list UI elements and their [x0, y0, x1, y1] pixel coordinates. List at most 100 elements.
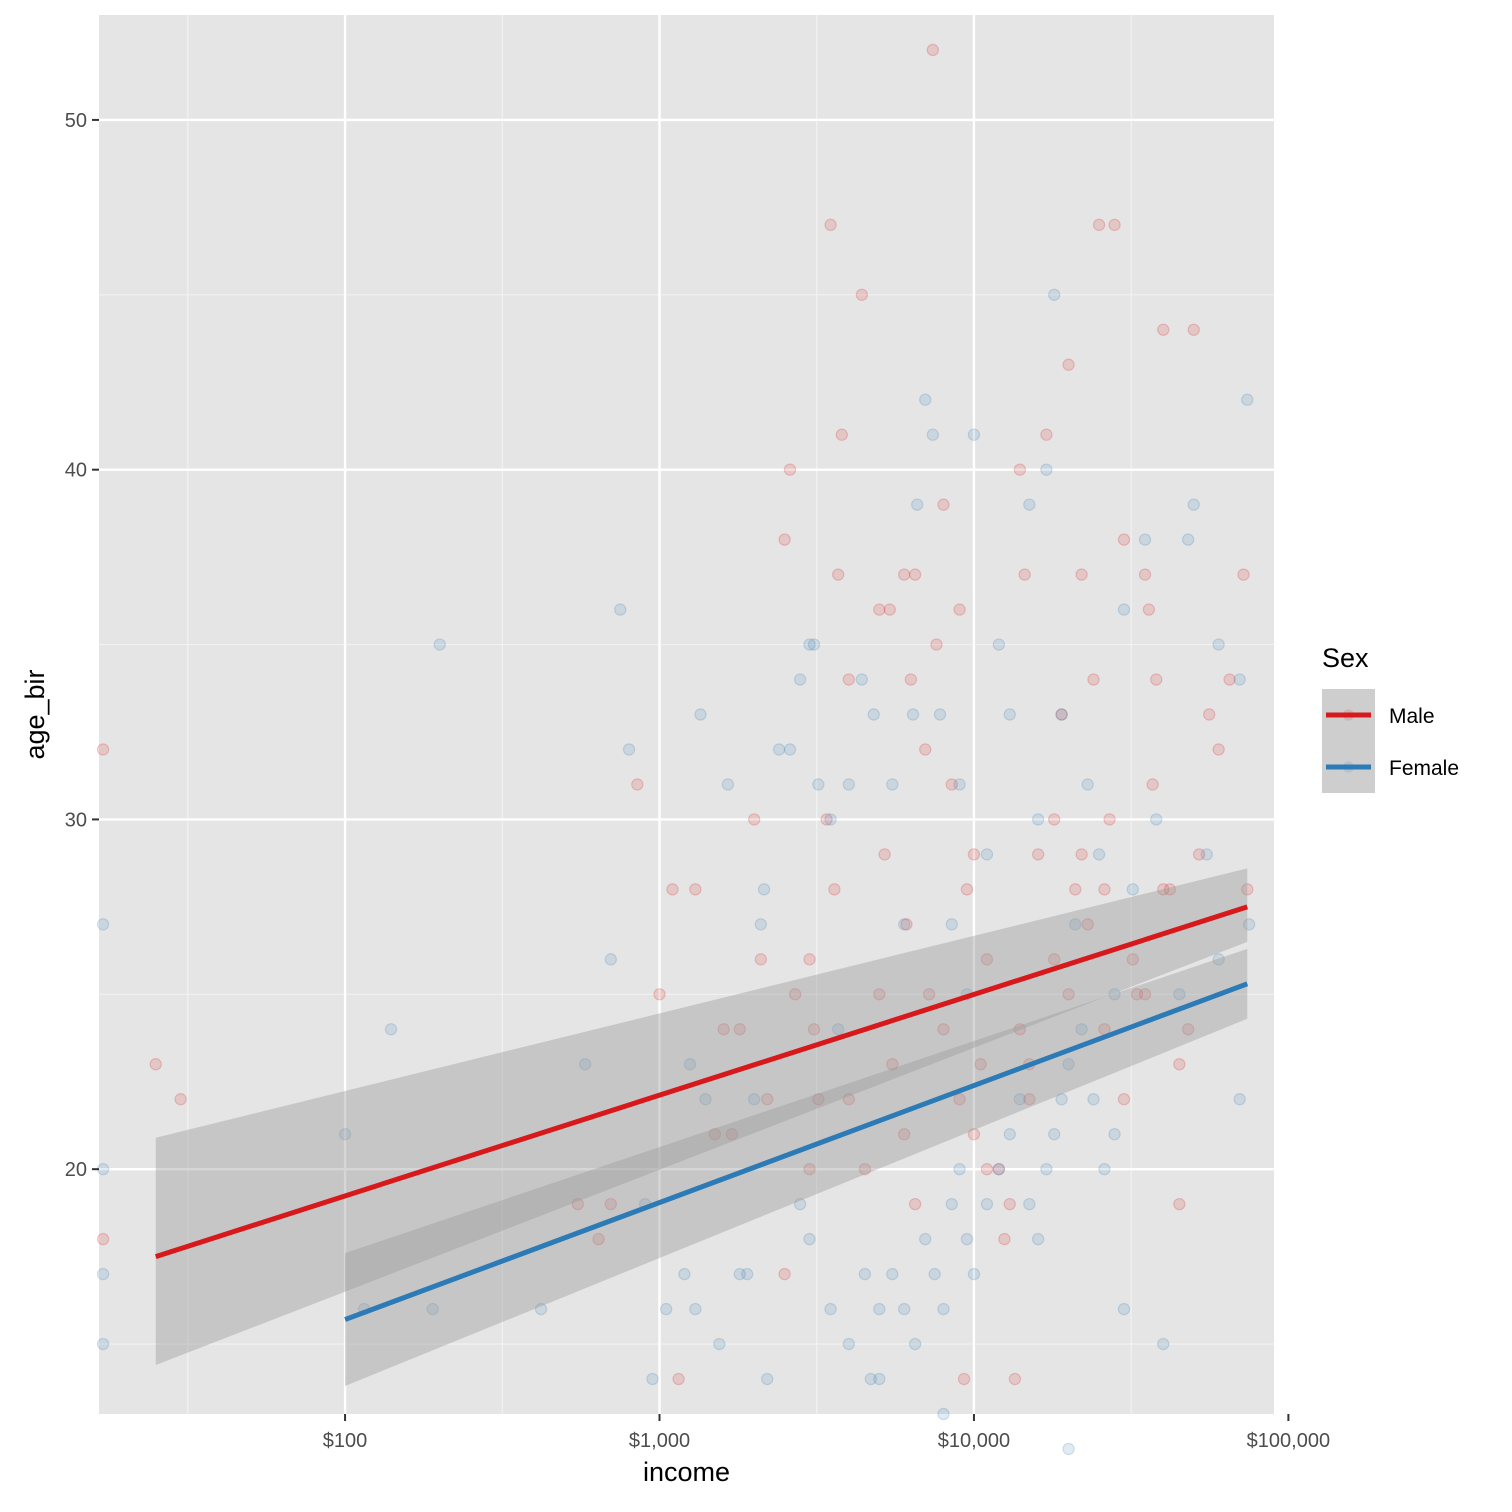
- point-female: [659, 1302, 673, 1316]
- point-female: [867, 708, 880, 721]
- point-male: [1173, 1058, 1186, 1071]
- point-female: [1069, 918, 1082, 931]
- point-female: [842, 778, 856, 791]
- point-male: [1212, 743, 1225, 756]
- point-female: [1242, 918, 1256, 931]
- point-female: [1003, 1127, 1016, 1141]
- point-female: [803, 638, 816, 651]
- point-female: [783, 743, 797, 756]
- point-female: [967, 1267, 981, 1281]
- point-male: [922, 988, 936, 1001]
- point-male: [908, 1197, 922, 1211]
- point-male: [953, 1093, 966, 1106]
- point-female: [1081, 778, 1094, 791]
- point-female: [1023, 1197, 1036, 1211]
- point-female: [689, 1302, 702, 1316]
- point-female: [1040, 463, 1053, 476]
- point-male: [926, 43, 940, 57]
- point-male: [930, 638, 943, 651]
- point-female: [622, 743, 636, 756]
- point-male: [883, 603, 896, 616]
- point-male: [960, 883, 974, 896]
- point-female: [911, 498, 924, 511]
- point-male: [1013, 1023, 1027, 1036]
- point-male: [1048, 813, 1061, 826]
- point-male: [1150, 673, 1163, 686]
- point-male: [803, 953, 816, 966]
- point-male: [1069, 883, 1082, 896]
- point-male: [1081, 918, 1094, 931]
- point-male: [1117, 533, 1131, 546]
- point-male: [980, 953, 994, 966]
- point-female: [1062, 1058, 1075, 1071]
- point-female: [1055, 708, 1068, 721]
- point-female: [1013, 1093, 1027, 1106]
- point-male: [992, 1162, 1006, 1176]
- grid-major: [99, 15, 1290, 1414]
- point-male: [1181, 1023, 1195, 1036]
- point-female: [831, 1023, 845, 1036]
- point-male: [760, 1093, 774, 1106]
- point-male: [873, 603, 886, 616]
- point-female: [614, 603, 627, 616]
- point-female: [855, 673, 869, 686]
- point-male: [812, 1093, 825, 1106]
- point-male: [1062, 988, 1075, 1001]
- point-female: [945, 1197, 958, 1211]
- point-female: [1200, 848, 1213, 861]
- point-male: [904, 673, 918, 686]
- point-female: [933, 708, 947, 721]
- point-female: [793, 1197, 807, 1211]
- point-female: [1048, 288, 1061, 301]
- point-male: [855, 288, 869, 301]
- point-female: [873, 1302, 886, 1316]
- point-female: [1126, 883, 1139, 896]
- point-male: [937, 1023, 950, 1036]
- point-female: [433, 638, 446, 651]
- point-male: [96, 743, 110, 756]
- point-male: [1163, 883, 1177, 896]
- point-male: [1138, 988, 1152, 1001]
- point-female: [1031, 1232, 1045, 1246]
- point-male: [828, 883, 841, 896]
- point-female: [858, 1267, 872, 1281]
- point-male: [778, 1267, 791, 1281]
- point-male: [631, 778, 644, 791]
- plot-panel: [99, 15, 1274, 1414]
- point-female: [960, 1232, 974, 1246]
- point-female: [1233, 1093, 1246, 1106]
- point-female: [604, 953, 617, 966]
- point-male: [1023, 1093, 1036, 1106]
- point-female: [1212, 953, 1225, 966]
- point-male: [1108, 218, 1121, 232]
- point-male: [878, 848, 891, 861]
- point-male: [1157, 323, 1170, 336]
- point-female: [96, 1267, 110, 1281]
- point-female: [1031, 813, 1045, 826]
- y-tick-label: 30: [65, 809, 87, 831]
- point-female: [747, 1093, 761, 1106]
- point-male: [1092, 218, 1106, 232]
- point-male: [1187, 323, 1200, 336]
- point-male: [900, 918, 913, 931]
- point-male: [873, 988, 886, 1001]
- point-female: [1092, 848, 1106, 861]
- point-female: [1241, 393, 1254, 406]
- point-female: [945, 918, 958, 931]
- point-male: [604, 1197, 617, 1211]
- point-female: [953, 1162, 966, 1176]
- point-male: [592, 1232, 605, 1246]
- ribbon-female: [345, 948, 1248, 1387]
- point-female: [926, 428, 940, 441]
- point-male: [1013, 463, 1027, 476]
- point-female: [873, 1372, 886, 1386]
- point-male: [1098, 883, 1111, 896]
- y-tick-label: 20: [65, 1159, 87, 1181]
- y-axis: 20 30 40 50: [65, 110, 99, 1181]
- x-tick-label: $100: [323, 1430, 368, 1452]
- point-female: [760, 1372, 774, 1386]
- point-male: [1075, 848, 1088, 861]
- point-female: [1062, 1442, 1075, 1456]
- point-female: [897, 918, 911, 931]
- point-male: [957, 1372, 971, 1386]
